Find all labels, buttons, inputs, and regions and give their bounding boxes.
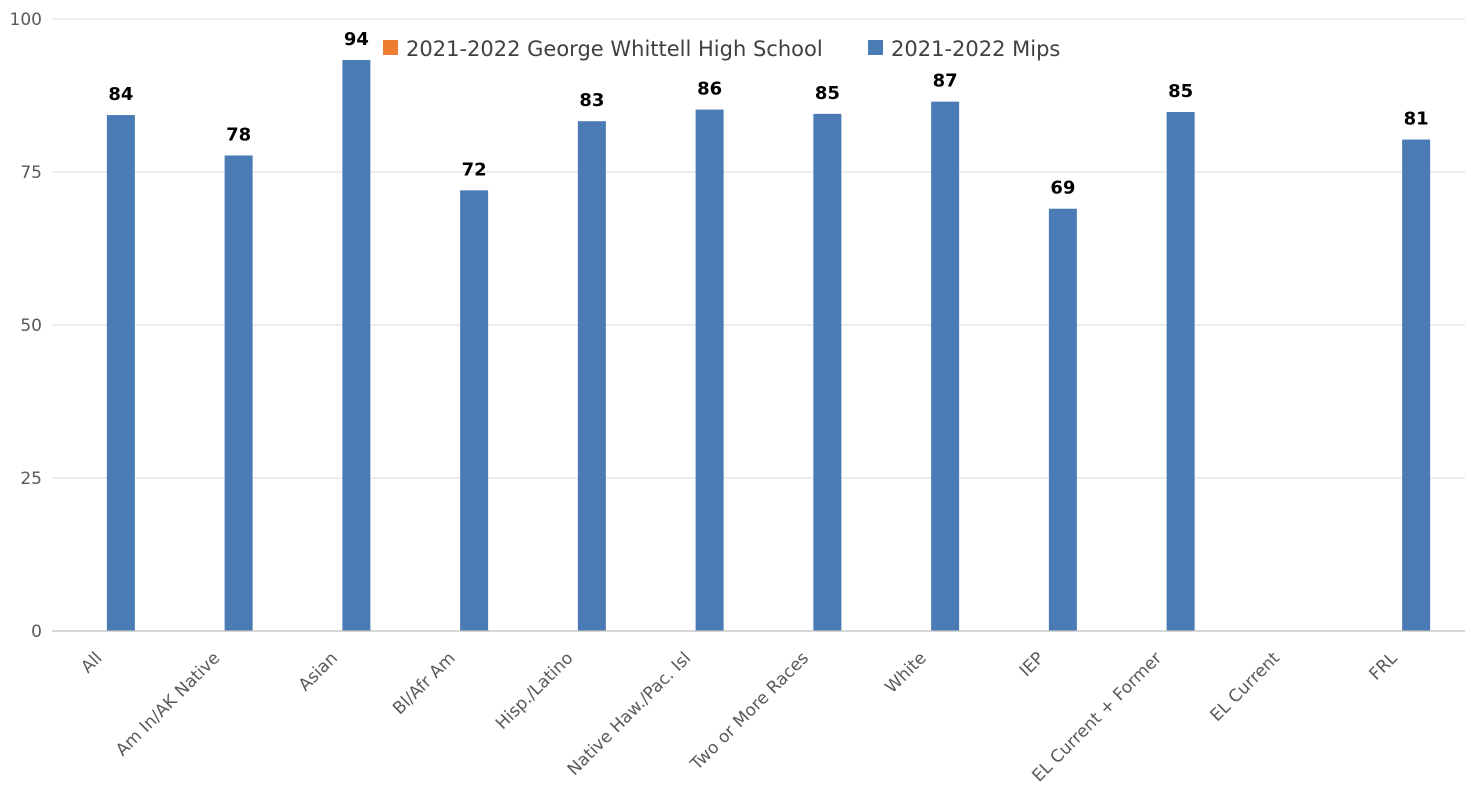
data-labels: 84 78 94 72 83 86 85 87 69 85 81 bbox=[108, 29, 1428, 199]
gridlines bbox=[52, 18, 1465, 479]
bars bbox=[106, 60, 1431, 632]
data-label: 87 bbox=[933, 71, 958, 92]
data-label: 85 bbox=[815, 83, 840, 104]
x-tick-label: EL Current bbox=[1207, 648, 1285, 726]
bar bbox=[342, 60, 371, 631]
x-tick-label: Am In/AK Native bbox=[112, 648, 224, 760]
legend-label-series-1: 2021-2022 George Whittell High School bbox=[406, 37, 823, 61]
x-tick-label: IEP bbox=[1016, 648, 1049, 681]
x-tick-label: Native Haw./Pac. Isl bbox=[564, 648, 695, 779]
bar bbox=[813, 113, 842, 632]
data-label: 78 bbox=[226, 124, 251, 145]
legend-label-series-2: 2021-2022 Mips bbox=[891, 37, 1060, 61]
bar bbox=[931, 101, 960, 632]
x-tick-label: Bl/Afr Am bbox=[389, 648, 460, 719]
data-label: 86 bbox=[697, 79, 722, 100]
data-label: 85 bbox=[1168, 81, 1193, 102]
y-axis-ticks: 0 25 50 75 100 bbox=[10, 10, 42, 642]
x-tick-label: EL Current + Former bbox=[1028, 648, 1166, 786]
data-label: 83 bbox=[579, 90, 604, 111]
bar bbox=[577, 121, 606, 631]
data-label: 72 bbox=[462, 159, 487, 180]
bar bbox=[224, 155, 253, 631]
x-tick-label: FRL bbox=[1366, 648, 1402, 684]
x-tick-label: Two or More Races bbox=[686, 648, 813, 775]
y-tick-label: 0 bbox=[31, 622, 42, 642]
x-tick-label: All bbox=[77, 648, 106, 677]
x-tick-label: Asian bbox=[295, 648, 342, 695]
legend-swatch-series-2 bbox=[868, 40, 883, 55]
bar bbox=[1402, 139, 1431, 631]
x-tick-label: White bbox=[882, 648, 931, 697]
y-tick-label: 75 bbox=[20, 163, 42, 183]
data-label: 81 bbox=[1404, 109, 1429, 130]
legend-swatch-series-1 bbox=[383, 40, 398, 55]
bar bbox=[695, 109, 724, 632]
data-label: 84 bbox=[108, 84, 133, 105]
bar bbox=[106, 115, 135, 632]
y-tick-label: 25 bbox=[20, 469, 42, 489]
bar bbox=[460, 190, 489, 632]
data-label: 69 bbox=[1050, 178, 1075, 199]
bar bbox=[1166, 112, 1195, 632]
data-label: 94 bbox=[344, 29, 369, 50]
bar bbox=[1048, 208, 1077, 631]
x-axis-category-labels: All Am In/AK Native Asian Bl/Afr Am Hisp./La… bbox=[77, 648, 1402, 786]
x-tick-label: Hisp./Latino bbox=[492, 648, 577, 733]
y-tick-label: 50 bbox=[20, 316, 42, 336]
y-tick-label: 100 bbox=[10, 10, 42, 30]
legend: 2021-2022 George Whittell High School 20… bbox=[383, 37, 1060, 61]
